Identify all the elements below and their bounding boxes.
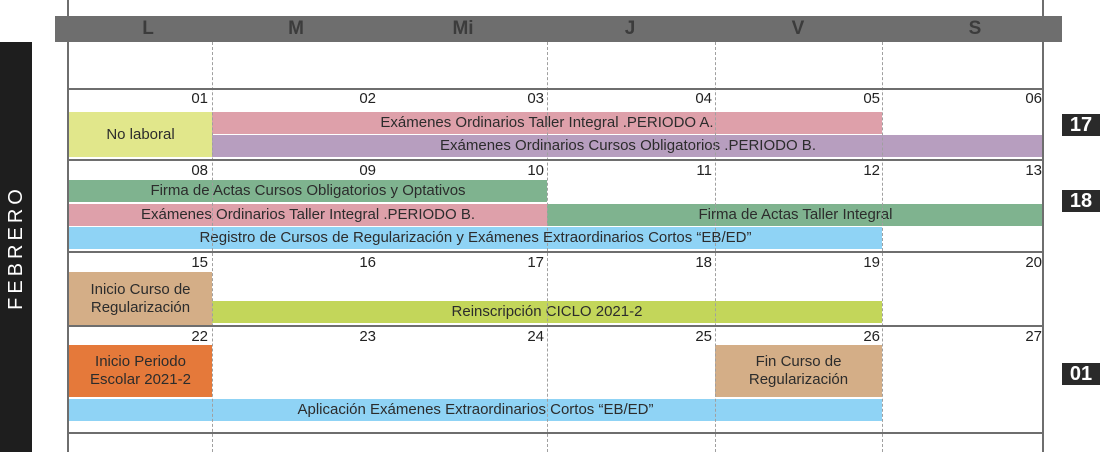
month-label-box: FEBRERO [0,42,32,452]
event-examenes-cursos-periodo-b: Exámenes Ordinarios Cursos Obligatorios … [212,135,1044,157]
weekday-label-monday: L [142,18,154,39]
event-firma-actas-taller: Firma de Actas Taller Integral [547,204,1044,226]
grid-divider [547,42,548,452]
weekday-label-friday: V [791,18,805,39]
weekday-label-saturday: S [968,18,982,39]
grid-divider [882,42,883,452]
day-number: 06 [1025,90,1042,107]
grid-line-right [1042,0,1044,452]
month-label: FEBRERO [4,184,27,310]
day-number: 01 [191,90,208,107]
week-number-badge: 01 [1062,363,1100,385]
event-firma-actas-cursos: Firma de Actas Cursos Obligatorios y Opt… [69,180,547,202]
week-number-badge: 17 [1062,114,1100,136]
event-examenes-taller-periodo-b: Exámenes Ordinarios Taller Integral .PER… [69,204,547,226]
grid-divider [212,42,213,452]
day-number: 15 [191,254,208,271]
day-number: 19 [863,254,880,271]
event-registro-regularizacion: Registro de Cursos de Regularización y E… [69,227,882,249]
day-number: 20 [1025,254,1042,271]
day-number: 23 [359,328,376,345]
event-aplicacion-extraordinarios: Aplicación Exámenes Extraordinarios Cort… [69,399,882,421]
event-no-laboral: No laboral [69,112,212,157]
week-separator [68,325,1043,327]
week-separator [68,432,1043,434]
day-number: 03 [527,90,544,107]
day-number: 04 [695,90,712,107]
day-number: 17 [527,254,544,271]
week-separator [68,159,1043,161]
day-number: 22 [191,328,208,345]
day-number: 09 [359,162,376,179]
day-number: 13 [1025,162,1042,179]
weekday-label-tuesday: M [288,18,304,39]
event-fin-curso-regularizacion: Fin Curso de Regularización [715,345,882,397]
day-number: 25 [695,328,712,345]
weekday-label-thursday: J [624,18,636,39]
day-number: 18 [695,254,712,271]
week-separator [68,88,1043,90]
day-number: 02 [359,90,376,107]
event-inicio-periodo-escolar: Inicio Periodo Escolar 2021-2 [69,345,212,397]
grid-divider [715,42,716,452]
day-number: 12 [863,162,880,179]
weekday-header-bar [55,16,1062,42]
week-separator [68,251,1043,253]
week-number-badge: 18 [1062,190,1100,212]
grid-line-left [67,0,69,452]
day-number: 08 [191,162,208,179]
day-number: 27 [1025,328,1042,345]
weekday-label-wednesday: Mi [452,18,474,39]
day-number: 11 [696,162,712,179]
day-number: 26 [863,328,880,345]
day-number: 05 [863,90,880,107]
day-number: 10 [527,162,544,179]
day-number: 16 [359,254,376,271]
day-number: 24 [527,328,544,345]
event-inicio-curso-regularizacion: Inicio Curso de Regularización [69,272,212,325]
